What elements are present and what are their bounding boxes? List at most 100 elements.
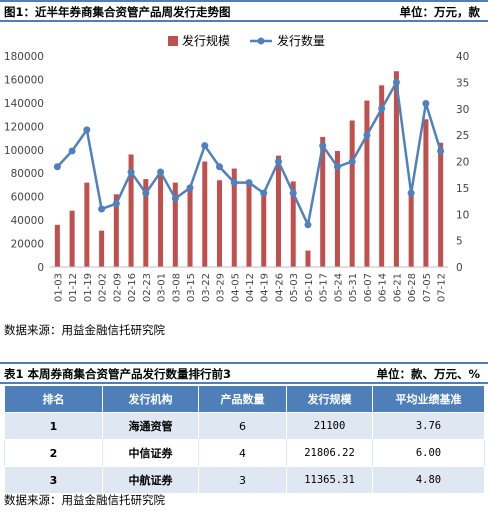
bar <box>275 155 281 267</box>
cell-benchmark: 4.80 <box>372 466 485 494</box>
left-tick-label: 100000 <box>4 145 44 157</box>
bar <box>334 150 340 267</box>
header-institution: 发行机构 <box>102 385 199 413</box>
line-point <box>260 189 268 197</box>
line-point <box>304 221 312 229</box>
line-point <box>201 142 209 150</box>
bar-series <box>54 71 444 268</box>
table-unit: 单位：款、万元、% <box>376 367 480 381</box>
bar <box>349 120 355 267</box>
line-series <box>53 78 445 229</box>
header-count: 产品数量 <box>198 385 287 413</box>
figure-header: 图1：近半年券商集合资管产品周发行走势图 单位：万元，款 <box>0 0 488 22</box>
cell-count: 3 <box>198 466 287 494</box>
cell-count: 6 <box>198 412 287 440</box>
left-tick-label: 160000 <box>4 74 44 86</box>
x-tick-label: 04-12 <box>245 273 256 302</box>
bar <box>202 161 208 267</box>
table-row: 3 中航证券 3 11365.31 4.80 <box>4 466 485 494</box>
x-tick-label: 03-29 <box>216 273 227 302</box>
cell-rank: 2 <box>4 439 103 467</box>
table-row: 2 中信证券 4 21806.22 6.00 <box>4 439 485 467</box>
cell-count: 4 <box>198 439 287 467</box>
right-tick-label: 20 <box>456 157 469 169</box>
line-point <box>289 189 297 197</box>
right-tick-label: 10 <box>456 209 469 221</box>
legend-swatch-bar <box>168 36 178 46</box>
bar <box>54 224 60 267</box>
x-tick-label: 05-24 <box>333 273 344 302</box>
line-point <box>437 147 445 155</box>
x-tick-label: 03-08 <box>171 273 182 302</box>
x-tick-label: 05-31 <box>348 273 359 302</box>
left-tick-label: 80000 <box>11 168 44 180</box>
figure-unit: 单位：万元，款 <box>399 5 481 19</box>
left-tick-label: 60000 <box>11 192 44 204</box>
left-tick-label: 40000 <box>11 215 44 227</box>
chart: 发行规模 发行数量 0 20000 40000 60000 80000 100000 1200… <box>4 33 469 302</box>
left-tick-label: 0 <box>37 262 44 274</box>
cell-scale: 21100 <box>286 412 373 440</box>
cell-benchmark: 6.00 <box>372 439 485 467</box>
ranking-table: 排名 发行机构 产品数量 发行规模 平均业绩基准 1 海通资管 6 21100 … <box>4 385 485 494</box>
x-tick-label: 07-05 <box>422 273 433 302</box>
header-rank: 排名 <box>4 385 103 413</box>
right-tick-label: 35 <box>456 77 469 89</box>
legend-label-bar: 发行规模 <box>182 33 230 48</box>
right-tick-label: 0 <box>456 262 463 274</box>
chart-legend: 发行规模 发行数量 <box>168 33 325 48</box>
line-point <box>392 78 400 86</box>
x-tick-label: 04-26 <box>274 273 285 302</box>
left-tick-label: 20000 <box>11 239 44 251</box>
right-axis-ticks: 0 5 10 15 20 25 30 35 40 <box>456 51 469 274</box>
line-point <box>127 168 135 176</box>
bar <box>217 180 223 267</box>
table-title: 表1 本周券商集合资管产品发行数量排行前3 <box>4 367 232 381</box>
x-tick-label: 01-03 <box>53 273 64 302</box>
bar <box>246 180 252 267</box>
bar <box>305 250 311 267</box>
line-point <box>333 163 341 171</box>
bar <box>364 100 370 268</box>
cell-benchmark: 3.76 <box>372 412 485 440</box>
x-tick-label: 07-12 <box>437 273 448 302</box>
cell-institution: 中信证券 <box>102 439 199 467</box>
right-tick-label: 25 <box>456 130 469 142</box>
bar <box>320 136 326 267</box>
left-axis-ticks: 0 20000 40000 60000 80000 100000 120000 140000 1… <box>4 51 44 274</box>
line-point <box>98 205 106 213</box>
bar <box>423 119 429 267</box>
x-tick-label: 02-16 <box>127 273 138 302</box>
bar <box>393 71 399 267</box>
x-tick-label: 01-19 <box>83 273 94 302</box>
x-tick-label: 02-02 <box>98 273 109 302</box>
figure-title: 图1：近半年券商集合资管产品周发行走势图 <box>4 5 231 19</box>
line-point <box>68 147 76 155</box>
line-point <box>112 200 120 208</box>
x-tick-label: 05-03 <box>289 273 300 302</box>
left-tick-label: 120000 <box>4 121 44 133</box>
right-tick-label: 30 <box>456 104 469 116</box>
cell-rank: 3 <box>4 466 103 494</box>
header-scale: 发行规模 <box>286 385 373 413</box>
line-point <box>363 131 371 139</box>
line-point <box>348 158 356 165</box>
table-header-row: 排名 发行机构 产品数量 发行规模 平均业绩基准 <box>4 385 485 413</box>
table-source: 数据来源：用益金融信托研究院 <box>4 493 165 507</box>
legend-marker-line <box>257 37 265 45</box>
line-point <box>230 179 238 187</box>
x-tick-label: 05-17 <box>319 273 330 302</box>
x-axis-ticks: 01-03 01-12 01-19 02-02 02-09 02-16 02-23 03-01… <box>53 273 447 302</box>
cell-scale: 21806.22 <box>286 439 373 467</box>
x-tick-label: 06-07 <box>363 273 374 302</box>
bar <box>408 195 414 267</box>
line-point <box>83 126 91 134</box>
x-tick-label: 02-09 <box>112 273 123 302</box>
x-tick-label: 02-23 <box>142 273 153 302</box>
line-point <box>407 189 415 197</box>
bar <box>158 175 164 267</box>
left-tick-label: 180000 <box>4 51 44 63</box>
line-point <box>319 142 327 150</box>
bar <box>113 194 119 267</box>
x-tick-label: 03-01 <box>157 273 168 302</box>
